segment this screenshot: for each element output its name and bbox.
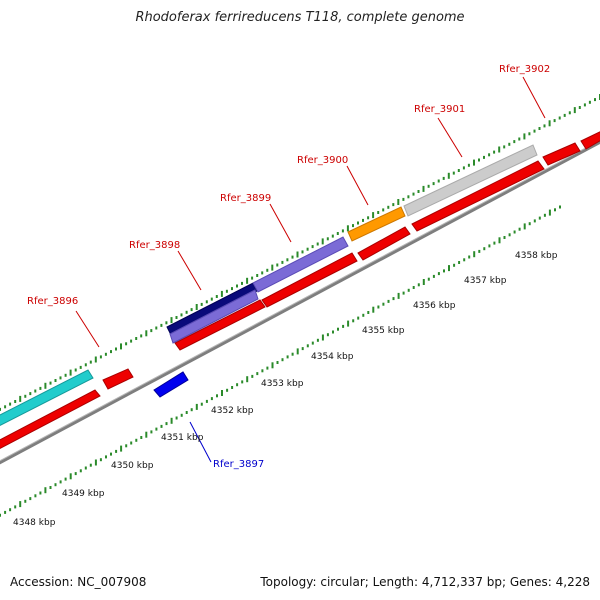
gene-arrow[interactable]: [357, 226, 411, 261]
lower-tick-track: [0, 205, 561, 517]
gene-label[interactable]: Rfer_3897: [213, 459, 264, 470]
kbp-label: 4353 kbp: [261, 379, 304, 389]
kbp-label: 4354 kbp: [311, 352, 354, 362]
gene-label[interactable]: Rfer_3900: [297, 155, 348, 166]
upper-tick-track: [0, 94, 600, 411]
colored-gene-row: [0, 144, 538, 428]
gene-arrow-grey[interactable]: [403, 144, 538, 217]
gene-arrow-cyan[interactable]: [0, 369, 94, 428]
gene-arrow-blue[interactable]: [153, 371, 189, 398]
kbp-label: 4350 kbp: [111, 461, 154, 471]
forward-gene-row: [0, 127, 600, 451]
kbp-label: 4351 kbp: [161, 433, 204, 443]
gene-label[interactable]: Rfer_3901: [414, 104, 465, 115]
gene-arrow-orange[interactable]: [347, 206, 406, 242]
kbp-label: 4352 kbp: [211, 406, 254, 416]
label-leaders: [75, 76, 546, 463]
accession-text: Accession: NC_007908: [10, 575, 147, 589]
gene-label[interactable]: Rfer_3898: [129, 240, 180, 251]
kbp-label: 4356 kbp: [413, 301, 456, 311]
gene-arrow[interactable]: [580, 127, 600, 150]
gene-arrow[interactable]: [0, 389, 101, 451]
kbp-label: 4357 kbp: [464, 276, 507, 286]
gene-arrow[interactable]: [411, 160, 545, 232]
gene-arrow[interactable]: [261, 252, 358, 308]
kbp-label: 4358 kbp: [515, 251, 558, 261]
genome-backbone-highlight: [0, 139, 600, 462]
genome-summary-text: Topology: circular; Length: 4,712,337 bp…: [260, 575, 590, 589]
genome-backbone: [0, 140, 600, 465]
kbp-labels: 4348 kbp 4349 kbp 4350 kbp 4351 kbp 4352…: [13, 251, 558, 528]
kbp-label: 4348 kbp: [13, 518, 56, 528]
gene-arrow-lavender[interactable]: [169, 289, 259, 344]
gene-label[interactable]: Rfer_3902: [499, 64, 550, 75]
gene-label[interactable]: Rfer_3896: [27, 296, 78, 307]
gene-arrow-lavender[interactable]: [252, 236, 349, 293]
map-title: Rhodoferax ferrireducens T118, complete …: [135, 10, 465, 25]
gene-arrow[interactable]: [542, 142, 581, 166]
gene-arrow-red-small[interactable]: [102, 368, 134, 390]
kbp-label: 4355 kbp: [362, 326, 405, 336]
gene-arrow[interactable]: [174, 299, 266, 351]
gene-labels: Rfer_3896 Rfer_3897 Rfer_3898 Rfer_3899 …: [27, 64, 550, 470]
kbp-label: 4349 kbp: [62, 489, 105, 499]
gene-label[interactable]: Rfer_3899: [220, 193, 271, 204]
